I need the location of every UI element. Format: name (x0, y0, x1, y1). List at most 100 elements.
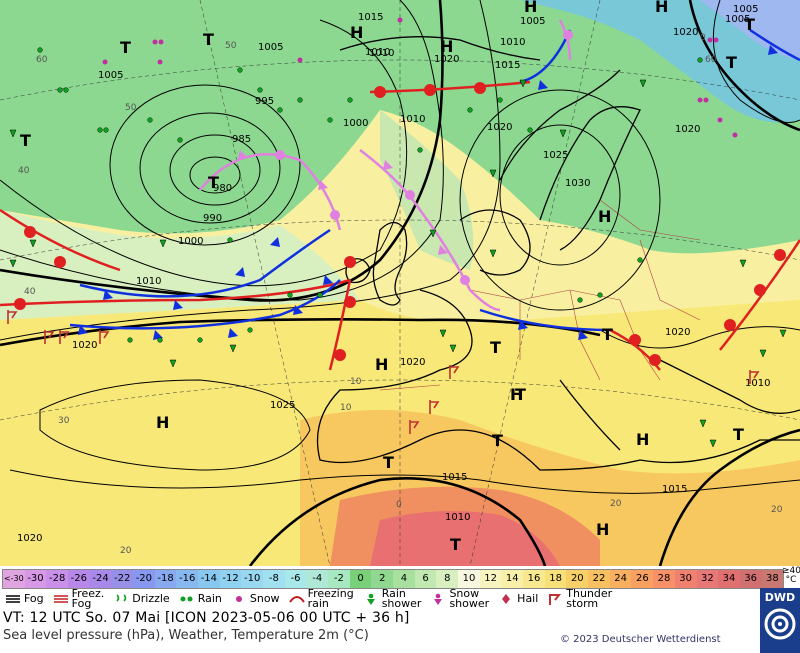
scale-cell: 18 (544, 570, 567, 588)
svg-text:995: 995 (255, 96, 274, 107)
snow-shower-icon (429, 592, 447, 606)
scale-cell: -28 (46, 570, 69, 588)
legend-label: Snow shower (449, 587, 490, 610)
low-marker: T (515, 385, 526, 404)
scale-cell: -30 (24, 570, 47, 588)
high-marker: H (524, 0, 537, 16)
low-marker: T (744, 15, 755, 34)
coastlines (316, 36, 800, 471)
svg-text:1010: 1010 (400, 114, 425, 125)
svg-text:1010: 1010 (369, 48, 394, 59)
svg-text:1010: 1010 (500, 37, 525, 48)
svg-text:60: 60 (36, 55, 48, 65)
low-marker: T (602, 325, 613, 344)
legend-item: Freezing rain (288, 588, 354, 609)
legend-label: Rain (197, 592, 222, 605)
svg-text:1020: 1020 (487, 122, 512, 133)
svg-text:20: 20 (120, 546, 132, 556)
svg-text:0: 0 (700, 33, 706, 43)
freezing-fog-icon (52, 592, 70, 606)
scale-cell: 26 (631, 570, 654, 588)
high-marker: H (655, 0, 668, 16)
svg-text:1015: 1015 (495, 60, 520, 71)
scale-cell: -14 (198, 570, 220, 588)
scale-cell: 0 (349, 570, 372, 588)
freezing-rain-icon (288, 592, 306, 606)
svg-text:990: 990 (203, 213, 222, 224)
legend-label: Drizzle (132, 592, 170, 605)
svg-text:1025: 1025 (543, 150, 568, 161)
high-marker: H (596, 520, 609, 539)
legend-item: Snow (230, 592, 280, 606)
svg-text:1010: 1010 (365, 47, 390, 58)
svg-text:40: 40 (24, 287, 36, 297)
low-marker: T (490, 338, 501, 357)
low-marker: T (20, 131, 31, 150)
scale-cell: 12 (479, 570, 502, 588)
valid-time: VT: 12 UTC So. 07 Mai [ICON 2023-05-06 0… (3, 610, 410, 626)
temperature-scale: <-30 -30 -28 -26 -24 -22 -20 -18 -16 -14 -12 -10 -8-… (2, 569, 784, 589)
scale-cell: -24 (89, 570, 112, 588)
pressure-centers: H H H H H H H H H H T T T T T T T T T T … (20, 0, 755, 554)
hot-core (370, 511, 560, 566)
low-marker: T (208, 173, 219, 192)
scale-cell: -16 (176, 570, 199, 588)
legend-label: Hail (517, 592, 539, 605)
thunderstorm-icon (546, 592, 564, 606)
svg-text:1020: 1020 (665, 327, 690, 338)
scale-cell: -12 (219, 570, 242, 588)
svg-text:1005: 1005 (258, 42, 283, 53)
scale-cell: -26 (68, 570, 90, 588)
hail-icon (497, 592, 515, 606)
high-marker: H (636, 430, 649, 449)
legend-item: Fog (4, 592, 44, 606)
svg-text:1005: 1005 (725, 14, 750, 25)
svg-text:10: 10 (350, 377, 362, 387)
low-marker: T (203, 30, 214, 49)
scale-cell: -22 (111, 570, 134, 588)
weather-map: H H H H H H H H H H T T T T T T T T T T … (0, 0, 800, 566)
svg-text:0: 0 (396, 500, 402, 510)
scale-cell: 32 (696, 570, 719, 588)
svg-text:1015: 1015 (358, 12, 383, 23)
thunderstorm-symbols (7, 310, 760, 434)
scale-cell: 30 (674, 570, 697, 588)
svg-text:10: 10 (340, 403, 352, 413)
scale-cell: -10 (241, 570, 264, 588)
high-marker: H (598, 207, 611, 226)
svg-text:1020: 1020 (675, 124, 700, 135)
svg-text:1020: 1020 (400, 357, 425, 368)
svg-text:1015: 1015 (442, 472, 467, 483)
scale-cell: 28 (653, 570, 675, 588)
occluded-front-markers (238, 30, 573, 285)
scale-cell: 38 (761, 570, 784, 588)
scale-cell: -8 (263, 570, 285, 588)
rain-icon (178, 592, 196, 606)
mild-zone (0, 210, 360, 320)
svg-text:1030: 1030 (565, 178, 590, 189)
svg-text:50: 50 (225, 41, 237, 51)
dwd-spiral-icon (764, 608, 796, 640)
svg-text:50: 50 (125, 103, 137, 113)
legend-item: Freez. Fog (52, 587, 105, 610)
weather-legend: Fog Freez. Fog Drizzle Rain Snow Freezing rai… (0, 588, 760, 610)
svg-text:1000: 1000 (178, 236, 203, 247)
scale-cell: 22 (588, 570, 610, 588)
low-marker: T (383, 453, 394, 472)
scale-cell: 4 (393, 570, 415, 588)
legend-item: Rain (178, 592, 222, 606)
scale-cell: 24 (609, 570, 632, 588)
svg-text:1015: 1015 (662, 484, 687, 495)
drizzle-icon (112, 592, 130, 606)
svg-text:20: 20 (771, 505, 783, 515)
legend-label: Freez. Fog (71, 587, 105, 610)
scale-cell: 8 (436, 570, 459, 588)
mild-zone-2 (380, 110, 474, 270)
high-marker: H (440, 37, 453, 56)
svg-text:1025: 1025 (270, 400, 295, 411)
low-marker: T (120, 38, 131, 57)
svg-text:985: 985 (232, 134, 251, 145)
rain-shower-icon (362, 592, 380, 606)
low-marker: T (726, 53, 737, 72)
scale-cell: 34 (718, 570, 740, 588)
